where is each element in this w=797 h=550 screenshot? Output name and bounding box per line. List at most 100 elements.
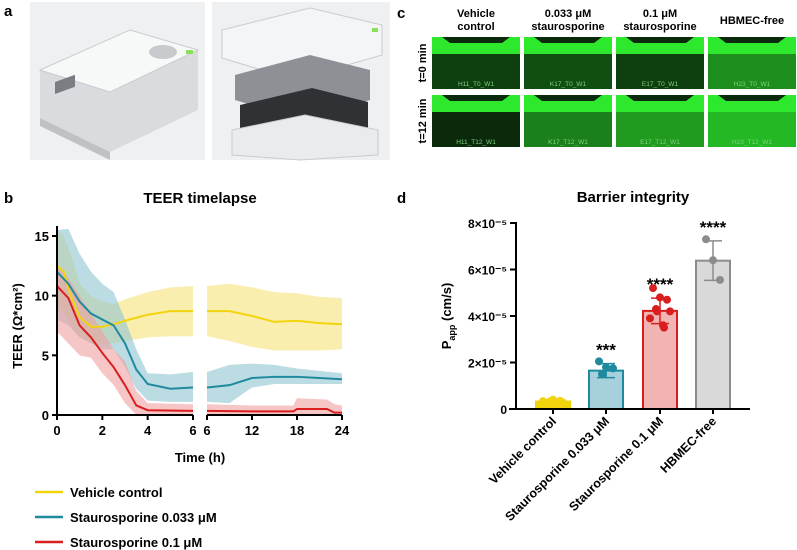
x-tick-label: 12 — [245, 423, 259, 438]
y-tick-label: 6×10⁻⁵ — [468, 264, 507, 278]
tile-label: H23_T12_W1 — [732, 139, 772, 146]
channel-notch — [534, 37, 602, 43]
significance-label: *** — [596, 341, 616, 360]
data-point — [709, 256, 717, 265]
device-photo-exploded — [212, 2, 390, 161]
channel-notch — [442, 37, 510, 43]
y-tick-label: 0 — [42, 408, 49, 423]
channel-notch — [626, 37, 694, 43]
column-header-line: 0.033 μM — [545, 8, 591, 20]
y-tick-label: 4×10⁻⁵ — [468, 310, 507, 324]
data-point — [666, 307, 674, 316]
data-point — [539, 397, 547, 406]
column-header: 0.033 μM staurosporine — [531, 8, 604, 33]
sd-band — [57, 228, 193, 402]
diffusion-fill — [524, 54, 612, 89]
data-point — [646, 314, 654, 323]
device-photo-assembled — [30, 2, 205, 160]
x-tick-label: 24 — [335, 423, 350, 438]
diffusion-fill — [524, 112, 612, 147]
y-tick-label: 15 — [35, 229, 49, 244]
y-tick-label: 10 — [35, 289, 49, 304]
y-tick-label: 5 — [42, 348, 49, 363]
x-tick-label: 6 — [203, 423, 210, 438]
teer-legend: Vehicle control Staurosporine 0.033 μM Sta… — [35, 485, 217, 550]
series-line — [206, 375, 343, 389]
data-point — [660, 323, 668, 332]
data-point — [653, 307, 661, 316]
panel-label-d: d — [397, 190, 406, 207]
column-header-line: 0.1 μM — [643, 8, 677, 20]
column-header: Vehicle control — [457, 8, 495, 33]
column-header: 0.1 μM staurosporine — [623, 8, 696, 33]
channel-notch — [534, 95, 602, 101]
panel-label-a: a — [4, 3, 13, 20]
series-line — [56, 265, 193, 328]
x-tick-label: 2 — [99, 423, 106, 438]
diffusion-fill — [708, 112, 796, 147]
barrier-chart: Vehicle control***Staurosporine 0.033 μM… — [468, 217, 750, 524]
panel-label-c: c — [397, 5, 405, 22]
significance-label: **** — [647, 275, 674, 294]
bar — [695, 259, 731, 411]
legend-label: Staurosporine 0.1 μM — [70, 535, 202, 550]
tile-label: H23_T0_W1 — [734, 81, 771, 88]
sd-band — [207, 363, 342, 404]
diffusion-fill — [432, 54, 520, 89]
panel-label-b: b — [4, 190, 13, 207]
barrier-y-axis-label: Papp (cm/s) — [439, 283, 457, 350]
legend-label: Staurosporine 0.033 μM — [70, 510, 217, 525]
tile-label: K17_T0_W1 — [550, 81, 587, 88]
data-point — [716, 275, 724, 284]
significance-label: **** — [700, 218, 727, 237]
data-point — [609, 364, 617, 373]
legend-label: Vehicle control — [70, 485, 162, 500]
tile-label: H11_T12_W1 — [456, 139, 496, 146]
data-point — [559, 398, 567, 407]
series-line — [56, 285, 194, 412]
category-label: HBMEC-free — [658, 414, 719, 475]
diffusion-fill — [708, 54, 796, 89]
column-header-line: HBMEC-free — [720, 15, 784, 27]
tile-label: H11_T0_W1 — [458, 81, 494, 88]
category-label: Staurosporine 0.033 μM — [502, 414, 612, 524]
column-header: HBMEC-free — [720, 15, 784, 27]
category-label: Staurosporine 0.1 μM — [566, 414, 666, 514]
teer-y-axis-label: TEER (Ω*cm²) — [10, 283, 25, 369]
row-header: t=12 min — [417, 98, 429, 143]
tile-label: K17_T12_W1 — [548, 139, 588, 146]
data-point — [663, 295, 671, 304]
y-tick-label: 0 — [500, 403, 507, 417]
data-point — [649, 284, 657, 293]
row-header: t=0 min — [417, 43, 429, 82]
column-header-line: control — [457, 21, 494, 33]
x-tick-label: 18 — [290, 423, 304, 438]
data-point — [599, 370, 607, 379]
diffusion-fill — [616, 112, 704, 147]
tile-label: E17_T12_W1 — [640, 139, 680, 146]
column-header-line: staurosporine — [623, 21, 696, 33]
barrier-chart-title: Barrier integrity — [577, 189, 690, 206]
tile-label: E17_T0_W1 — [642, 81, 679, 88]
data-point — [702, 235, 710, 244]
channel-notch — [718, 37, 786, 43]
x-tick-label: 0 — [53, 423, 60, 438]
data-point — [602, 363, 610, 372]
sd-band — [207, 283, 342, 351]
series-line — [206, 408, 342, 414]
diffusion-fill — [616, 54, 704, 89]
series-line — [56, 271, 194, 390]
channel-notch — [442, 95, 510, 101]
teer-x-axis-label: Time (h) — [175, 450, 225, 465]
column-header-line: Vehicle — [457, 8, 495, 20]
channel-notch — [718, 95, 786, 101]
data-point — [595, 357, 603, 366]
column-header-line: staurosporine — [531, 21, 604, 33]
y-tick-label: 8×10⁻⁵ — [468, 217, 507, 231]
channel-notch — [626, 95, 694, 101]
x-tick-label: 4 — [144, 423, 152, 438]
y-tick-label: 2×10⁻⁵ — [468, 357, 507, 371]
